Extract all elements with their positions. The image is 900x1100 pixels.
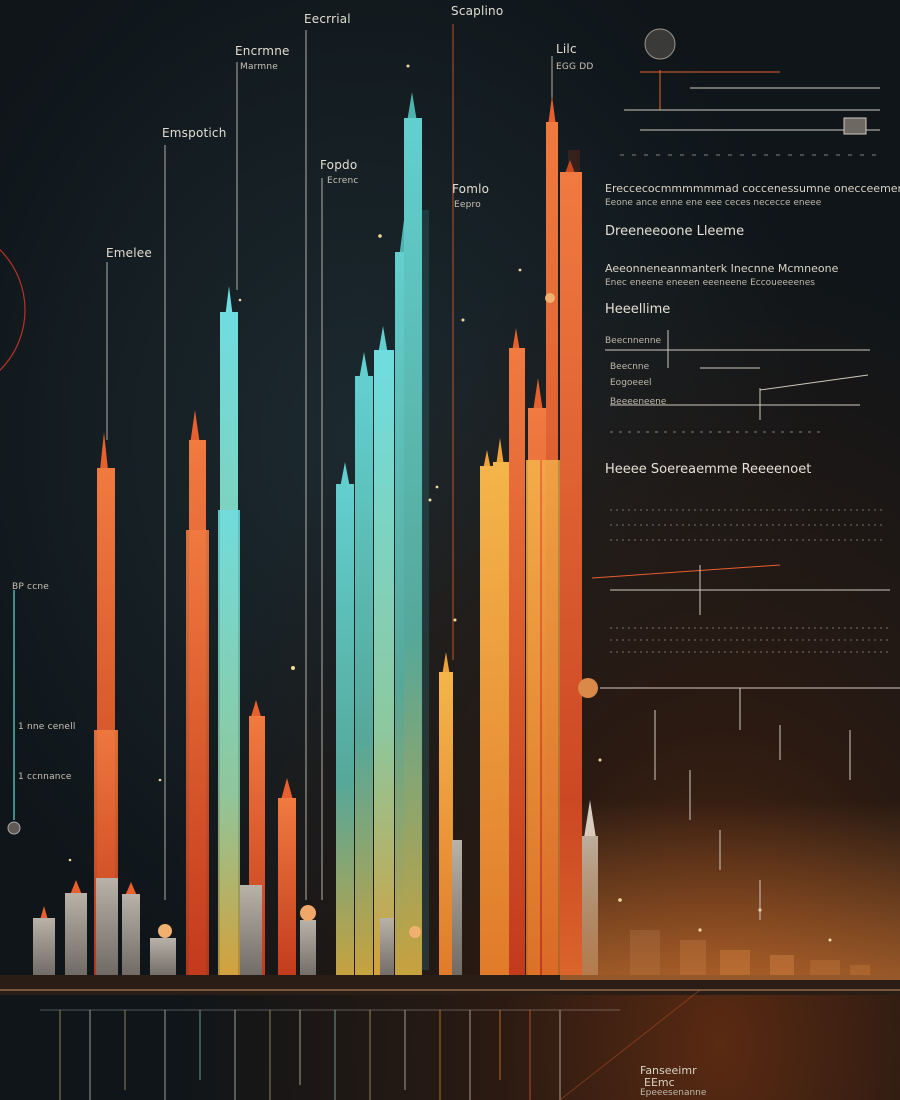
label-fomlo: Fomlo [452, 182, 490, 196]
panel-row-4: Beeeeneene [610, 397, 667, 407]
panel-heading-1: Dreeneeoone Lleeme [605, 224, 745, 239]
label-eecrrial: Eecrrial [304, 12, 351, 26]
footer-line-2: EEmc [644, 1076, 675, 1089]
label-emelee: Emelee [106, 246, 152, 260]
panel-line-4: Enec eneene eneeen eeeneene Eccoueeeenes [605, 278, 815, 288]
ground [0, 800, 900, 995]
decor-arc [0, 248, 26, 372]
left-axis [7, 590, 21, 835]
panel-row-2: Beecnne [610, 362, 650, 372]
label-lilc: Lilc [556, 42, 577, 56]
label-scaplino: Scaplino [451, 4, 504, 18]
label-encrmne-sub: Marmne [240, 62, 279, 72]
panel-line-3: Aeeonneneanmanterk Inecnne Mcmneone [605, 262, 839, 275]
label-fopdo-sub: Ecrenc [327, 176, 359, 186]
label-emspotich: Emspotich [162, 126, 227, 140]
footer-line-1: Fanseeimr [640, 1064, 697, 1077]
label-encrmne: Encrmne [235, 44, 290, 58]
panel-row-1: Beecnnenne [605, 336, 662, 346]
left-axis-top-label: BP ccne [12, 582, 50, 592]
leader-lines [106, 24, 553, 900]
spheres [158, 28, 676, 938]
right-panel-diagrams [591, 70, 900, 920]
left-axis-low-label: 1 ccnnance [18, 772, 72, 782]
panel-heading-3: Heeee Soereaemme Reeeenoet [605, 462, 812, 477]
label-lilc-sub: EGG DD [556, 62, 594, 72]
label-fopdo: Fopdo [320, 158, 358, 172]
panel-heading-2: Heeellime [605, 302, 671, 317]
label-fomlo-sub: Eepro [454, 200, 481, 210]
panel-row-3: Eogoeeel [610, 378, 652, 388]
panel-line-1: Ereccecocmmmmmmad coccenessumne onecceem… [605, 182, 900, 195]
footer-line-3: Epeeesenanne [640, 1088, 707, 1098]
panel-line-2: Eeone ance enne ene eee ceces nececce en… [605, 198, 822, 208]
reflection-lines [40, 989, 701, 1100]
towers [94, 92, 598, 980]
left-axis-mid-label: 1 nne cenell [18, 722, 76, 732]
sparkles [68, 64, 832, 942]
